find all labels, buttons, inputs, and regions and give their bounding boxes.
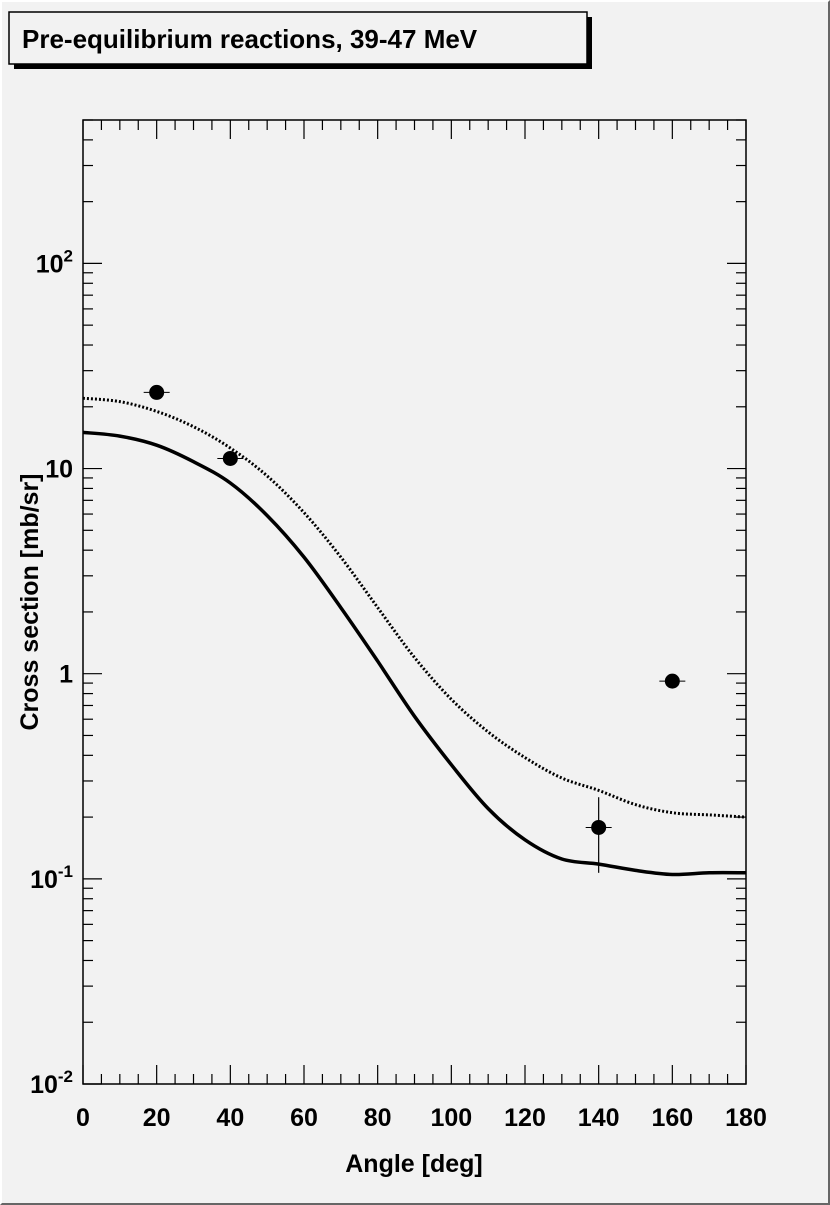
x-tick-label: 60 [290, 1104, 318, 1132]
x-tick-label: 160 [651, 1104, 693, 1132]
x-tick-label: 100 [430, 1104, 472, 1132]
y-axis-label: Cross section [mb/sr] [16, 473, 44, 730]
x-tick-label: 140 [578, 1104, 620, 1132]
dotted-curve [82, 396, 747, 819]
y-tick-label: 10-1 [30, 862, 73, 894]
curves-layer [82, 396, 747, 877]
y-axis-tick-labels: 10-2 10-1 1 10 102 [30, 246, 73, 1099]
y-tick-label: 102 [36, 246, 73, 278]
y-tick-label: 1 [59, 661, 73, 689]
x-tick-label: 40 [216, 1104, 244, 1132]
points-layer [143, 384, 686, 873]
data-point [591, 819, 607, 835]
data-point [222, 450, 238, 466]
y-tick-label: 10 [45, 456, 73, 484]
title-box-panel [8, 11, 588, 65]
x-axis-tick-labels: 0 20 40 60 80 100 120 140 160 180 [76, 1104, 767, 1132]
x-tick-label: 80 [364, 1104, 392, 1132]
chart-title: Pre-equilibrium reactions, 39-47 MeV [22, 24, 478, 54]
y-axis-ticks [83, 119, 746, 1085]
x-tick-label: 20 [143, 1104, 171, 1132]
title-box: Pre-equilibrium reactions, 39-47 MeV [8, 11, 592, 69]
x-axis-ticks [82, 120, 747, 1084]
data-point [664, 673, 680, 689]
y-tick-label: 10-2 [30, 1067, 73, 1099]
x-tick-label: 180 [725, 1104, 767, 1132]
solid-curve [82, 430, 747, 877]
x-tick-label: 0 [76, 1104, 90, 1132]
x-tick-label: 120 [504, 1104, 546, 1132]
x-axis-label: Angle [deg] [345, 1150, 483, 1178]
data-point [149, 384, 165, 400]
